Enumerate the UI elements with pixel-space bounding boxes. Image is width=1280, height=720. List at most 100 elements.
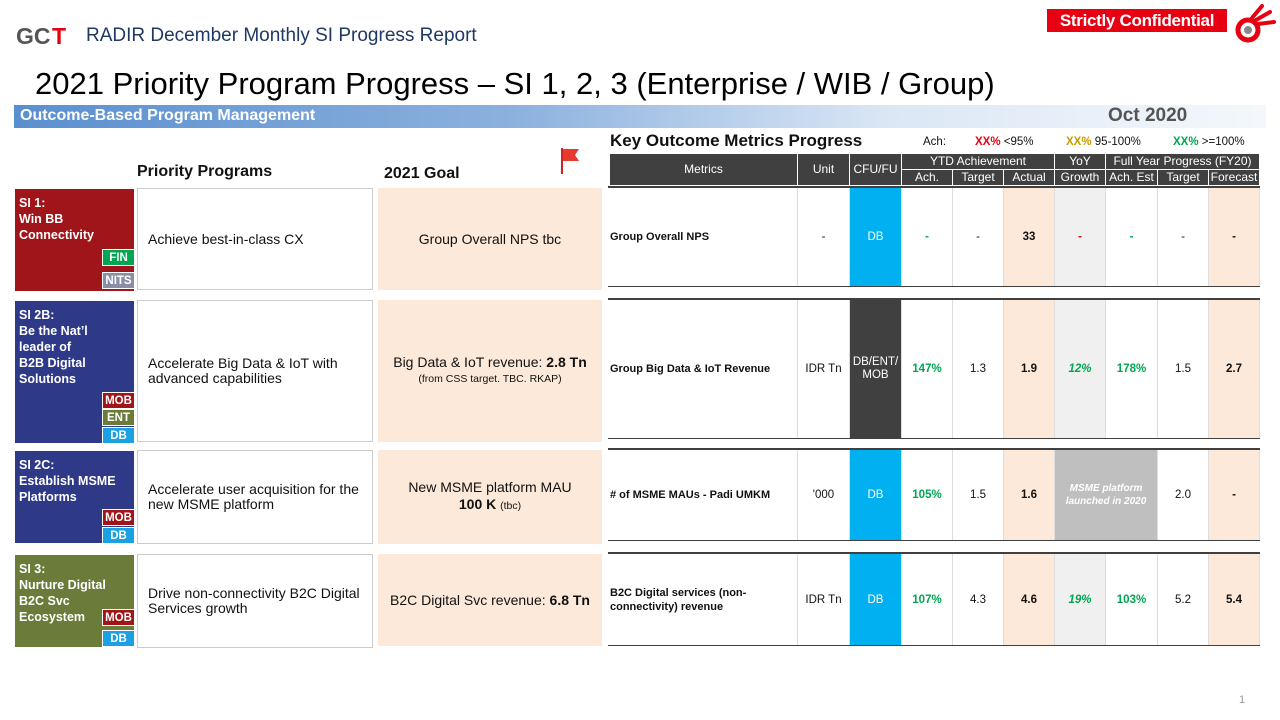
si-box-si2c: SI 2C: Establish MSME Platforms bbox=[14, 450, 135, 544]
yoy-cell: 12% bbox=[1055, 300, 1106, 438]
tag-fin: FIN bbox=[102, 249, 135, 266]
unit-cell: '000 bbox=[798, 450, 850, 540]
program-si1: Achieve best-in-class CX bbox=[137, 188, 373, 290]
goal-si3-bold: 6.8 Tn bbox=[549, 591, 590, 608]
goal-si3-main: B2C Digital Svc revenue: bbox=[390, 591, 550, 608]
th-ytd: YTD Achievement bbox=[902, 154, 1055, 170]
fy-target-cell: - bbox=[1158, 188, 1209, 286]
metric-name: B2C Digital services (non-connectivity) … bbox=[608, 554, 798, 645]
metric-name: Group Overall NPS bbox=[608, 188, 798, 286]
svg-text:T: T bbox=[52, 23, 66, 49]
metric-name: Group Big Data & IoT Revenue bbox=[608, 300, 798, 438]
legend-amber: XX% 95-100% bbox=[1066, 136, 1141, 148]
legend-red: XX% <95% bbox=[975, 136, 1034, 148]
th-metrics: Metrics bbox=[610, 154, 798, 186]
legend-amber-sample: XX% bbox=[1066, 136, 1092, 148]
goal-si3: B2C Digital Svc revenue: 6.8 Tn bbox=[378, 554, 602, 646]
goal-si2b-text: Big Data & IoT revenue: 2.8 Tn bbox=[393, 354, 587, 371]
fy-forecast-cell: - bbox=[1209, 188, 1260, 286]
brand-swirl-icon bbox=[1235, 4, 1276, 43]
ytd-target-cell: 1.5 bbox=[953, 450, 1004, 540]
ytd-ach-cell: - bbox=[902, 188, 953, 286]
fy-ach-cell: - bbox=[1106, 188, 1158, 286]
tag-nits: NITS bbox=[102, 272, 135, 289]
metric-name: # of MSME MAUs - Padi UMKM bbox=[608, 450, 798, 540]
fy-target-cell: 5.2 bbox=[1158, 554, 1209, 645]
goal-si2b: Big Data & IoT revenue: 2.8 Tn (from CSS… bbox=[378, 300, 602, 442]
legend-green: XX% >=100% bbox=[1173, 136, 1245, 148]
fy-ach-cell: 103% bbox=[1106, 554, 1158, 645]
ytd-actual-cell: 1.6 bbox=[1004, 450, 1055, 540]
th-cfu: CFU/FU bbox=[850, 154, 902, 186]
ytd-target-cell: 1.3 bbox=[953, 300, 1004, 438]
yoy-note-cell: MSME platform launched in 2020 bbox=[1055, 450, 1158, 540]
th-fy-ach: Ach. Est bbox=[1106, 170, 1158, 186]
fy-target-cell: 2.0 bbox=[1158, 450, 1209, 540]
th-ytd-actual: Actual bbox=[1004, 170, 1055, 186]
table-row: Group Big Data & IoT Revenue IDR Tn DB/E… bbox=[608, 298, 1260, 439]
cfu-cell: DB bbox=[850, 554, 902, 645]
svg-text:GC: GC bbox=[16, 23, 51, 49]
ytd-ach-cell: 107% bbox=[902, 554, 953, 645]
cfu-cell: DB bbox=[850, 450, 902, 540]
tag-mob: MOB bbox=[102, 509, 135, 526]
fy-ach-cell: 178% bbox=[1106, 300, 1158, 438]
si-box-si2b: SI 2B: Be the Nat’l leader of B2B Digita… bbox=[14, 300, 135, 444]
legend-green-text: >=100% bbox=[1201, 136, 1245, 148]
goal-si2c-main: New MSME platform MAU bbox=[408, 479, 572, 495]
goal-si2c-sub: (tbc) bbox=[500, 500, 522, 512]
goal-si2c-bold: 100 K bbox=[458, 496, 497, 512]
legend-green-sample: XX% bbox=[1173, 136, 1199, 148]
fy-forecast-cell: 2.7 bbox=[1209, 300, 1260, 438]
fy-forecast-cell: 5.4 bbox=[1209, 554, 1260, 645]
program-si2c: Accelerate user acquisition for the new … bbox=[137, 450, 373, 544]
goal-si2b-bold: 2.8 Tn bbox=[546, 354, 587, 370]
goal-2021-header: 2021 Goal bbox=[384, 165, 460, 182]
legend-red-text: <95% bbox=[1003, 136, 1034, 148]
legend-amber-text: 95-100% bbox=[1094, 136, 1141, 148]
unit-cell: - bbox=[798, 188, 850, 286]
goal-si2c: New MSME platform MAU 100 K (tbc) bbox=[378, 450, 602, 544]
report-title: RADIR December Monthly SI Progress Repor… bbox=[86, 25, 477, 46]
goal-si1-text: Group Overall NPS tbc bbox=[418, 230, 562, 247]
th-yoy-bottom: Growth bbox=[1055, 170, 1106, 186]
program-si2b: Accelerate Big Data & IoT with advanced … bbox=[137, 300, 373, 442]
th-yoy-top: YoY bbox=[1055, 154, 1106, 170]
unit-cell: IDR Tn bbox=[798, 300, 850, 438]
th-ytd-ach: Ach. bbox=[902, 170, 953, 186]
ytd-target-cell: - bbox=[953, 188, 1004, 286]
table-row: B2C Digital services (non-connectivity) … bbox=[608, 552, 1260, 646]
yoy-cell: 19% bbox=[1055, 554, 1106, 645]
section-bar-label: Outcome-Based Program Management bbox=[20, 107, 316, 124]
goal-si1: Group Overall NPS tbc bbox=[378, 188, 602, 290]
legend-red-sample: XX% bbox=[975, 136, 1001, 148]
th-unit: Unit bbox=[798, 154, 850, 186]
th-fy-forecast: Forecast bbox=[1209, 170, 1260, 186]
yoy-cell: - bbox=[1055, 188, 1106, 286]
goal-si2c-line2: 100 K (tbc) bbox=[459, 496, 521, 515]
report-month: Oct 2020 bbox=[1108, 105, 1188, 126]
kom-title: Key Outcome Metrics Progress bbox=[610, 131, 863, 150]
unit-cell: IDR Tn bbox=[798, 554, 850, 645]
tag-db: DB bbox=[102, 427, 135, 444]
fy-forecast-cell: - bbox=[1209, 450, 1260, 540]
page-title: 2021 Priority Program Progress – SI 1, 2… bbox=[35, 66, 995, 101]
table-row: Group Overall NPS - DB - - 33 - - - - bbox=[608, 186, 1260, 287]
confidential-badge: Strictly Confidential bbox=[1047, 9, 1227, 32]
ytd-actual-cell: 33 bbox=[1004, 188, 1055, 286]
cfu-cell: DB/ENT/ MOB bbox=[850, 300, 902, 438]
table-row: # of MSME MAUs - Padi UMKM '000 DB 105% … bbox=[608, 448, 1260, 541]
ytd-actual-cell: 4.6 bbox=[1004, 554, 1055, 645]
tag-db: DB bbox=[102, 630, 135, 647]
fy-target-cell: 1.5 bbox=[1158, 300, 1209, 438]
tag-mob: MOB bbox=[102, 609, 135, 626]
program-si3: Drive non-connectivity B2C Digital Servi… bbox=[137, 554, 373, 648]
ytd-actual-cell: 1.9 bbox=[1004, 300, 1055, 438]
company-logo: GC T bbox=[16, 23, 66, 49]
th-fy-target: Target bbox=[1158, 170, 1209, 186]
ytd-ach-cell: 147% bbox=[902, 300, 953, 438]
section-bar bbox=[14, 105, 1266, 128]
legend-label: Ach: bbox=[923, 136, 947, 148]
flag-icon bbox=[561, 148, 579, 174]
th-fy: Full Year Progress (FY20) bbox=[1106, 154, 1260, 170]
